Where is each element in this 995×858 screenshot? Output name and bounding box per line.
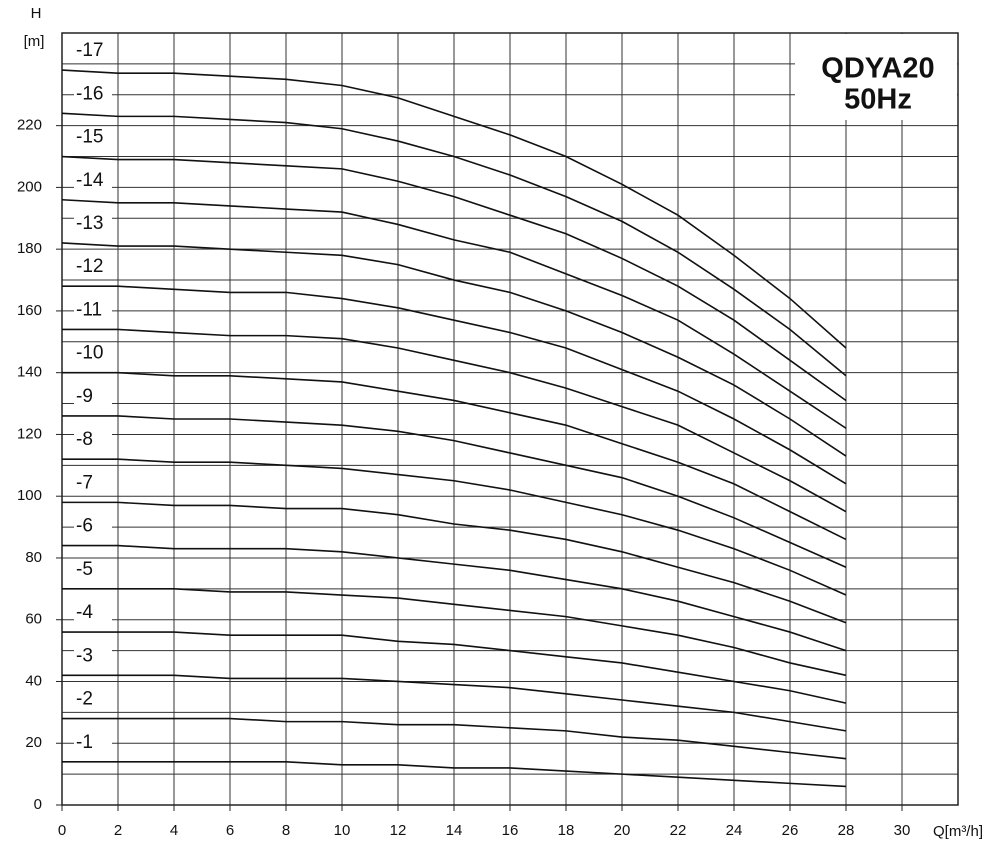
series-label: -10 — [76, 343, 103, 364]
series-label-bg — [74, 212, 112, 235]
pump-curve — [62, 588, 847, 677]
series-label: -13 — [76, 213, 103, 234]
y-tick-label: 80 — [25, 549, 42, 566]
title-box — [795, 34, 957, 120]
x-tick-label: 22 — [670, 822, 687, 839]
x-tick-label: 20 — [614, 822, 631, 839]
series-label-bg — [74, 83, 112, 106]
x-tick-label: 0 — [58, 822, 66, 839]
y-tick-label: 220 — [17, 117, 42, 134]
x-tick-label: 26 — [782, 822, 799, 839]
pump-curve — [61, 69, 847, 349]
x-tick-label: 10 — [334, 822, 351, 839]
y-tick-label: 20 — [25, 734, 42, 751]
pump-curve — [62, 415, 847, 568]
series-label-bg — [74, 558, 112, 581]
pump-curve — [62, 717, 847, 760]
series-label-bg — [74, 126, 112, 149]
y-tick-label: 60 — [25, 611, 42, 628]
series-label-bg — [74, 342, 112, 365]
x-tick-label: 24 — [726, 822, 743, 839]
y-axis-unit: [m] — [24, 33, 45, 50]
pump-curve — [61, 112, 847, 377]
chart-subtitle: 50Hz — [844, 84, 912, 116]
x-tick-label: 30 — [894, 822, 911, 839]
series-label: -2 — [76, 689, 93, 710]
pump-curve — [62, 544, 847, 652]
pump-curve — [62, 285, 847, 485]
series-label-bg — [74, 40, 112, 63]
pump-curve — [62, 631, 847, 704]
x-tick-label: 18 — [558, 822, 575, 839]
x-tick-label: 8 — [282, 822, 290, 839]
y-axis-label: H — [31, 5, 42, 22]
series-label: -12 — [76, 256, 103, 277]
series-label: -11 — [76, 299, 102, 320]
series-label-bg — [74, 429, 112, 452]
x-tick-label: 6 — [226, 822, 234, 839]
pump-curve — [62, 371, 847, 541]
series-label: -6 — [76, 516, 93, 537]
series-label-bg — [74, 472, 112, 495]
y-tick-label: 120 — [17, 425, 42, 442]
y-tick-label: 100 — [17, 487, 42, 504]
x-tick-label: 14 — [446, 822, 463, 839]
series-label-bg — [74, 256, 112, 279]
x-tick-label: 28 — [838, 822, 855, 839]
pump-curve — [61, 155, 847, 402]
y-tick-label: 180 — [17, 240, 42, 257]
pump-curve — [62, 674, 847, 732]
series-label-bg — [74, 645, 112, 668]
series-label: -1 — [76, 732, 93, 753]
pump-curve — [62, 328, 847, 513]
x-tick-label: 4 — [170, 822, 178, 839]
series-label: -7 — [76, 472, 93, 493]
series-label: -4 — [76, 602, 93, 623]
y-tick-label: 160 — [17, 302, 42, 319]
y-tick-label: 40 — [25, 672, 42, 689]
series-label-bg — [74, 385, 112, 408]
series-label-bg — [74, 169, 112, 192]
chart-title: QDYA20 — [821, 53, 934, 85]
y-tick-label: 140 — [17, 364, 42, 381]
series-label: -17 — [76, 40, 103, 61]
series-label: -14 — [76, 170, 104, 191]
series-label: -15 — [76, 127, 103, 148]
x-tick-label: 12 — [390, 822, 407, 839]
x-axis-label: Q[m³/h] — [933, 823, 983, 840]
x-tick-label: 16 — [502, 822, 519, 839]
series-label-bg — [74, 602, 112, 625]
series-label: -5 — [76, 559, 93, 580]
series-label: -9 — [76, 386, 93, 407]
series-label-bg — [74, 731, 112, 754]
pump-curve — [61, 198, 847, 429]
pump-curve — [62, 458, 847, 596]
x-tick-label: 2 — [114, 822, 122, 839]
pump-curve — [62, 760, 847, 788]
series-label: -3 — [76, 645, 93, 666]
series-label: -8 — [76, 429, 93, 450]
y-tick-label: 0 — [34, 796, 42, 813]
pump-curve — [62, 501, 847, 624]
series-label-bg — [74, 688, 112, 711]
series-label-bg — [74, 515, 112, 538]
y-tick-label: 200 — [17, 178, 42, 195]
series-label: -16 — [76, 83, 103, 104]
series-label-bg — [74, 299, 112, 322]
pump-curve — [61, 242, 847, 457]
